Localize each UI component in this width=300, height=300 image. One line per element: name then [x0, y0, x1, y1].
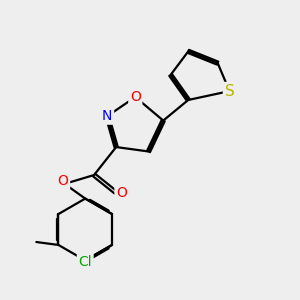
Text: S: S — [225, 84, 234, 99]
Text: O: O — [116, 186, 127, 200]
Text: O: O — [58, 174, 69, 188]
Text: Cl: Cl — [78, 255, 92, 269]
Text: N: N — [102, 109, 112, 123]
Text: O: O — [130, 90, 141, 104]
